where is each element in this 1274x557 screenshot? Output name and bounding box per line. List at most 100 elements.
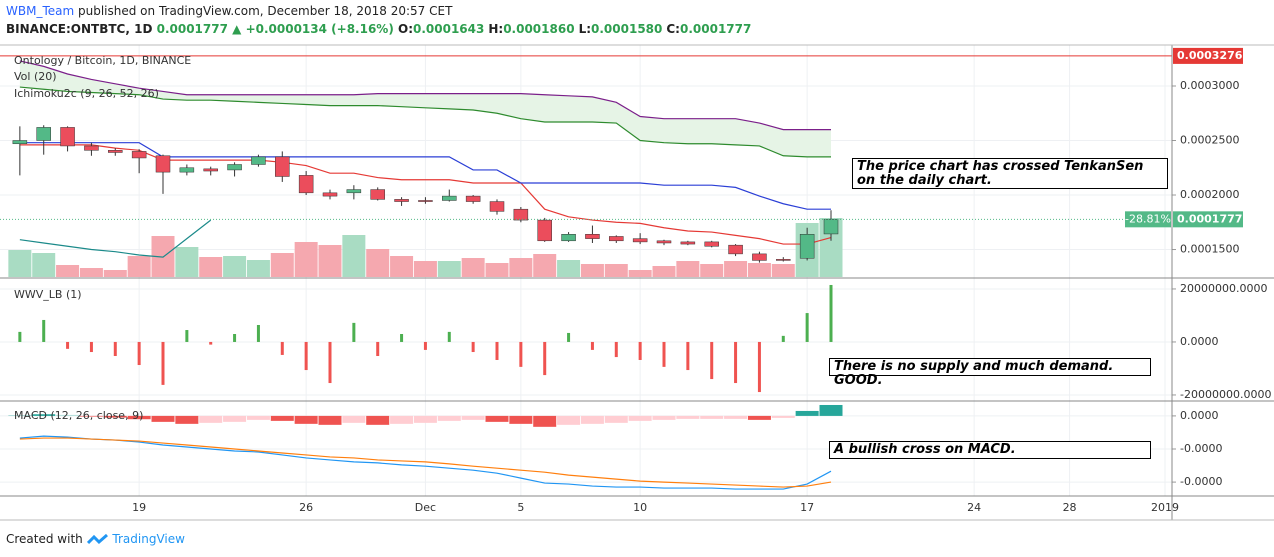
ohlc-value: 0.0001777: [679, 22, 752, 36]
volume-bar: [56, 265, 80, 277]
price-label: 0.0003276: [1177, 49, 1243, 62]
histogram-bar: [509, 415, 533, 424]
x-tick-label: 26: [299, 501, 313, 514]
bar: [185, 330, 189, 342]
histogram-bar: [294, 415, 318, 424]
candle-body: [298, 175, 314, 194]
y-tick-label: 20000000.0000: [1180, 282, 1267, 295]
x-tick-label: 17: [800, 501, 814, 514]
logo: [86, 533, 108, 544]
candle-body: [799, 234, 815, 259]
histogram-bar: [175, 415, 199, 424]
volume-bar: [485, 263, 509, 277]
ohlc: O:0.0001643 H:0.0001860 L:0.0001580 C:0.000…: [398, 22, 755, 36]
histogram-bar: [103, 415, 127, 418]
candle-body: [656, 240, 672, 244]
bar: [590, 341, 594, 350]
bar: [662, 341, 666, 367]
bar: [423, 341, 427, 350]
author[interactable]: WBM_Team: [6, 4, 75, 18]
histogram-bar: [223, 415, 247, 422]
volume-bar: [366, 249, 390, 277]
histogram-bar: [246, 415, 270, 420]
histogram-bar: [342, 415, 366, 423]
candle-body: [609, 236, 624, 242]
footer-text: Created with: [6, 532, 83, 546]
candle-body: [776, 259, 791, 261]
change-label-box: [1125, 211, 1171, 228]
x-tick-label: Dec: [415, 501, 436, 514]
volume-bar: [437, 261, 461, 277]
candle-body: [704, 241, 719, 247]
histogram-bar: [819, 404, 843, 416]
candle-body: [513, 208, 529, 221]
ohlc-label: L:: [578, 22, 592, 36]
histogram-bar: [533, 415, 557, 427]
bar: [567, 332, 571, 342]
bar: [233, 334, 237, 342]
volume-bar: [32, 253, 56, 277]
lead-b: [19, 60, 831, 131]
volume-bar: [580, 264, 604, 277]
footer: Created with TradingView: [6, 532, 185, 547]
candle-body: [203, 168, 218, 172]
y-tick-label: 0.0000: [1180, 335, 1219, 348]
bar: [66, 341, 70, 349]
candle-body: [632, 238, 648, 243]
header-line-2: BINANCE:ONTBTC, 1D 0.0001777 ▲ +0.000013…: [6, 22, 755, 36]
candle-body: [442, 195, 457, 201]
volume-bar: [270, 253, 294, 277]
bar: [686, 341, 690, 371]
bar: [113, 341, 117, 357]
candle-body: [346, 189, 362, 194]
candle-body: [251, 156, 266, 165]
candle-body: [465, 195, 481, 202]
candle-body: [680, 241, 696, 245]
histogram-bar: [32, 414, 56, 416]
histogram-bar: [79, 415, 103, 417]
bar: [710, 341, 714, 380]
bar: [209, 341, 213, 345]
brand[interactable]: TradingView: [112, 532, 185, 546]
published: published on TradingView.com, December 1…: [78, 4, 453, 18]
bar: [18, 331, 22, 342]
bar: [328, 341, 332, 384]
histogram-bar: [366, 415, 390, 425]
histogram-bar: [795, 410, 819, 416]
bar: [447, 331, 451, 342]
ohlc-value: 0.0001860: [503, 22, 575, 36]
volume-bar: [652, 266, 676, 277]
x-tick-label: 2019: [1151, 501, 1179, 514]
bar: [614, 341, 618, 358]
histogram-bar: [270, 415, 294, 421]
histogram-bar: [676, 415, 700, 419]
volume-bar: [103, 270, 127, 277]
histogram-bar: [485, 415, 509, 422]
candle-body: [370, 189, 385, 200]
macd-line: [19, 435, 832, 490]
volume-bar: [342, 235, 366, 277]
x-tick-label: 28: [1063, 501, 1077, 514]
volume-bar: [533, 254, 557, 277]
candle-body: [752, 253, 767, 261]
pane-title: Ontology / Bitcoin, 1D, BINANCE: [14, 54, 191, 67]
histogram-bar: [437, 415, 461, 421]
volume-bar: [724, 261, 748, 277]
bar: [495, 341, 499, 360]
bar: [734, 341, 738, 384]
volume-bar: [700, 264, 724, 277]
bar: [519, 341, 523, 367]
x-tick-label: 5: [517, 501, 524, 514]
y-tick-label: 0.0002000: [1180, 188, 1240, 201]
candle-body: [60, 127, 75, 147]
candle-body: [227, 164, 242, 171]
annotation: There is no supply and much demand. GOOD…: [829, 358, 1151, 388]
bar: [781, 335, 785, 342]
last-price: 0.0001777: [156, 22, 228, 36]
volume-bar: [8, 250, 32, 277]
up-arrow: ▲: [232, 22, 242, 36]
candle-body: [12, 140, 28, 145]
candle-body: [561, 234, 576, 242]
candle-body: [728, 244, 743, 255]
